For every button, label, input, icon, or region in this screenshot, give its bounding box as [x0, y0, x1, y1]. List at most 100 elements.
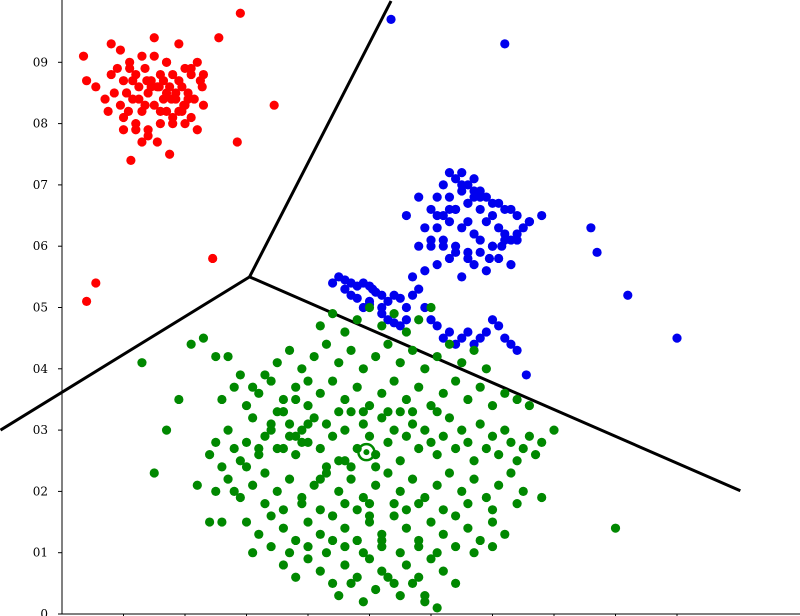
green-point [469, 548, 479, 558]
green-point [469, 474, 479, 484]
blue-point [414, 241, 424, 251]
green-point [340, 456, 350, 466]
green-point [469, 456, 479, 466]
green-point [407, 474, 418, 484]
green-point [401, 505, 411, 515]
blue-point [444, 327, 455, 337]
green-point [463, 523, 473, 533]
green-point [426, 400, 436, 411]
y-tick-label: 04 [33, 362, 49, 376]
red-point [125, 63, 135, 74]
blue-point [426, 235, 436, 245]
green-point [494, 480, 504, 490]
red-point [123, 106, 134, 116]
red-point [134, 94, 144, 104]
green-point [217, 394, 227, 405]
green-point [192, 480, 202, 490]
green-point [340, 560, 350, 570]
blue-point [521, 370, 531, 380]
blue-point [469, 259, 479, 270]
blue-point [506, 339, 516, 349]
green-point [278, 407, 288, 417]
green-point [500, 388, 510, 398]
green-point [401, 560, 411, 570]
blue-point [524, 217, 535, 227]
green-point [500, 425, 510, 435]
y-tick-label: 03 [33, 423, 48, 437]
green-point [414, 541, 424, 552]
green-point [284, 548, 295, 558]
green-point [291, 572, 301, 582]
green-point [291, 450, 301, 460]
green-point [229, 486, 239, 496]
green-point [371, 480, 381, 490]
green-point [487, 517, 498, 527]
green-point [451, 376, 461, 386]
green-point [494, 450, 504, 460]
y-tick-label: 08 [33, 117, 48, 131]
tick-label-group: 01 02 03 04 05 06 07 08 09 0 [33, 55, 49, 616]
green-point [432, 407, 442, 417]
green-point [260, 370, 270, 380]
green-point [137, 358, 147, 368]
green-point [358, 492, 368, 503]
green-point [229, 382, 239, 392]
blue-point [451, 174, 461, 184]
centroid-layer [357, 442, 376, 462]
tick-group [58, 61, 678, 616]
green-point [328, 578, 338, 588]
blue-point [451, 247, 461, 257]
red-point [140, 100, 150, 110]
green-point [328, 309, 338, 319]
green-point [248, 480, 258, 490]
green-point [512, 499, 522, 509]
blue-point [500, 333, 510, 343]
green-point [248, 382, 258, 392]
green-point [438, 529, 448, 539]
green-point [358, 419, 368, 429]
green-point [481, 492, 491, 503]
green-point [278, 443, 288, 454]
green-point [364, 499, 375, 509]
red-point [115, 100, 126, 110]
blue-point [352, 293, 362, 303]
red-point [131, 119, 141, 129]
blue-point [420, 223, 430, 233]
blue-point [463, 217, 473, 227]
green-point [266, 541, 276, 552]
boundary-red-blue [248, 0, 393, 278]
green-point [395, 407, 405, 417]
green-point [186, 339, 196, 349]
blue-point [481, 266, 491, 276]
green-point [487, 431, 498, 441]
red-point [208, 253, 218, 264]
red-point [118, 125, 129, 135]
green-point [149, 468, 159, 478]
green-point [284, 474, 295, 484]
green-point [549, 425, 559, 435]
red-point [179, 100, 189, 110]
blue-point [623, 290, 633, 300]
green-point [451, 443, 461, 454]
blue-point [487, 315, 498, 325]
blue-point [457, 168, 467, 178]
red-point [180, 119, 190, 129]
green-point [278, 394, 288, 405]
red-point [149, 51, 159, 61]
blue-point [512, 210, 522, 221]
green-point [303, 419, 313, 429]
green-point [328, 376, 338, 386]
green-point [328, 535, 338, 546]
green-point [266, 511, 276, 521]
blue-point [484, 253, 495, 264]
green-point [438, 431, 448, 441]
green-point [512, 456, 522, 466]
red-point [152, 137, 162, 147]
green-point [377, 566, 387, 576]
green-point [346, 345, 356, 356]
green-point [377, 388, 387, 398]
green-point [518, 443, 528, 454]
y-tick-label: 02 [33, 484, 48, 498]
y-tick-label: 05 [33, 301, 48, 315]
green-point [524, 400, 535, 411]
